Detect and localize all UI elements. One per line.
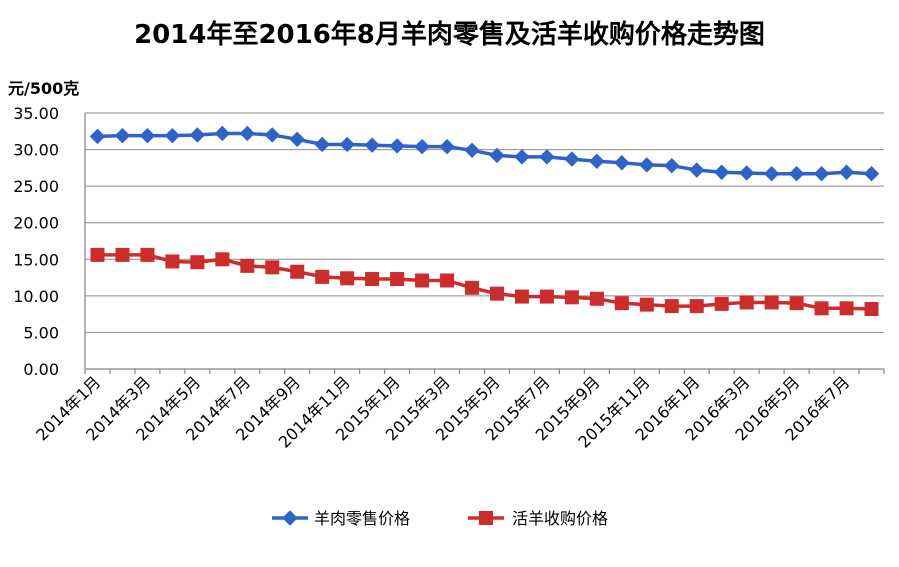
- data-point: [838, 164, 855, 180]
- data-point: [639, 157, 655, 173]
- series-line-2: [97, 253, 872, 311]
- data-point: [314, 136, 330, 153]
- data-point: [265, 260, 280, 275]
- data-point: [564, 151, 580, 167]
- data-point: [139, 127, 156, 144]
- data-point: [764, 295, 779, 310]
- data-point: [114, 127, 131, 144]
- data-point: [290, 264, 305, 279]
- data-point: [414, 138, 430, 155]
- data-point: [365, 272, 380, 287]
- data-point: [90, 247, 105, 262]
- data-point: [514, 149, 530, 165]
- data-point: [689, 299, 704, 314]
- data-point: [614, 155, 630, 171]
- y-tick-label: 30.00: [13, 141, 59, 160]
- data-point: [340, 271, 355, 286]
- legend-label-1: 羊肉零售价格: [314, 509, 410, 528]
- data-point: [713, 164, 730, 180]
- data-point: [289, 131, 305, 148]
- data-point: [115, 247, 130, 262]
- data-point: [539, 149, 555, 165]
- y-axis-unit-label: 元/500克: [8, 79, 80, 98]
- data-point: [514, 289, 529, 304]
- data-point: [465, 280, 480, 295]
- y-tick-label: 0.00: [23, 360, 59, 379]
- data-point: [140, 247, 155, 262]
- x-axis-ticks: 2014年1月2014年3月2014年5月2014年7月2014年9月2014年…: [32, 372, 853, 451]
- data-point: [240, 258, 255, 273]
- data-point: [763, 166, 780, 182]
- data-point: [714, 296, 729, 311]
- data-point: [788, 166, 805, 182]
- data-point: [589, 153, 605, 169]
- data-point: [589, 291, 604, 306]
- axes: [84, 113, 885, 374]
- data-point: [738, 165, 755, 181]
- data-point: [614, 296, 629, 311]
- data-point: [489, 286, 504, 301]
- data-point: [664, 157, 680, 174]
- data-point: [439, 138, 455, 155]
- legend-marker-2: [479, 511, 493, 525]
- data-point: [264, 127, 280, 143]
- data-point: [390, 272, 405, 287]
- data-point: [415, 273, 430, 288]
- data-point: [164, 127, 181, 144]
- data-point: [564, 290, 579, 305]
- y-tick-label: 15.00: [13, 250, 59, 269]
- legend-marker-1: [282, 510, 298, 526]
- data-point: [389, 138, 405, 154]
- data-point: [814, 301, 829, 316]
- data-point: [789, 296, 804, 311]
- data-point: [440, 273, 455, 288]
- data-point: [165, 254, 180, 269]
- data-point: [190, 255, 205, 270]
- data-point: [464, 142, 480, 159]
- chart-title: 2014年至2016年8月羊肉零售及活羊收购价格走势图: [134, 20, 765, 50]
- gridlines: [85, 112, 884, 333]
- series-lines: [89, 125, 880, 317]
- data-point: [339, 136, 355, 153]
- y-tick-label: 20.00: [13, 214, 59, 233]
- series-line-1: [97, 131, 872, 176]
- y-axis-ticks: 0.00 5.00 10.00 15.00 20.00 25.00 30.00 35.00: [13, 104, 59, 379]
- data-point: [813, 166, 830, 182]
- data-point: [364, 137, 380, 153]
- data-point: [864, 302, 879, 317]
- legend-label-2: 活羊收购价格: [512, 509, 608, 528]
- data-point: [489, 147, 505, 164]
- data-point: [189, 127, 206, 143]
- data-point: [739, 295, 754, 310]
- data-point: [214, 125, 231, 142]
- data-point: [89, 128, 106, 145]
- y-tick-label: 5.00: [23, 323, 59, 342]
- y-tick-label: 25.00: [13, 177, 59, 196]
- y-tick-label: 10.00: [13, 287, 59, 306]
- data-point: [664, 299, 679, 314]
- legend: 羊肉零售价格 活羊收购价格: [272, 509, 608, 528]
- data-point: [863, 166, 880, 182]
- data-point: [315, 269, 330, 284]
- data-point: [839, 301, 854, 316]
- data-point: [239, 125, 256, 142]
- data-point: [539, 289, 554, 304]
- y-tick-label: 35.00: [13, 104, 59, 123]
- data-point: [689, 162, 705, 178]
- data-point: [215, 252, 230, 267]
- data-point: [639, 297, 654, 312]
